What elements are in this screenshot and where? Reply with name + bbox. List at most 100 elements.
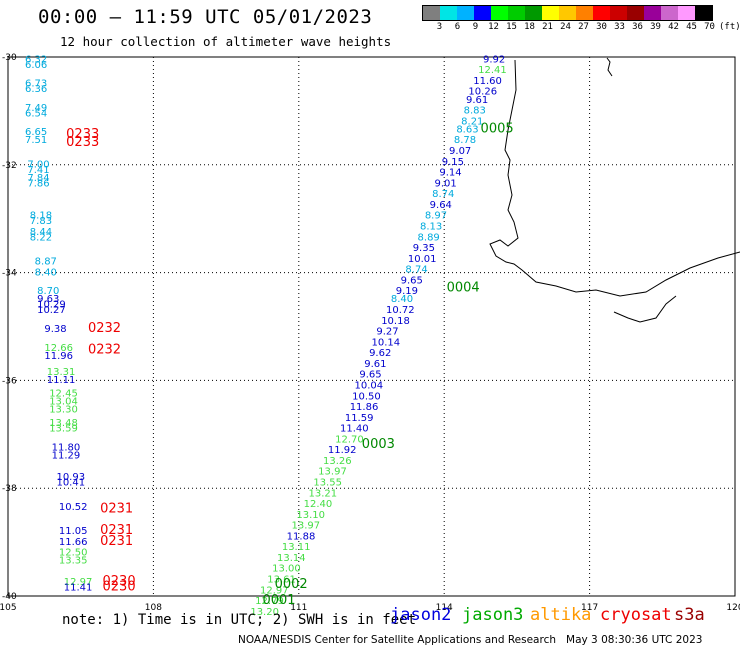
swh-observation-label: 10.27 bbox=[37, 305, 66, 316]
swh-observation-label: 13.30 bbox=[49, 405, 78, 416]
color-scale-label: (ft) bbox=[719, 22, 740, 32]
color-scale-label: 21 bbox=[542, 22, 553, 32]
color-scale-label: 9 bbox=[472, 22, 479, 32]
swh-observation-label: 10.26 bbox=[468, 87, 497, 98]
swh-observation-label: 10.52 bbox=[59, 502, 88, 513]
pass-time-label: 0233 bbox=[66, 127, 99, 142]
swh-observation-label: 13.04 bbox=[49, 397, 78, 408]
footer-credit: NOAA/NESDIS Center for Satellite Applica… bbox=[238, 634, 702, 646]
color-swatch bbox=[695, 6, 712, 20]
color-scale-labels: 3 6 9 12 15 18 21 24 27 30 33 36 39 42 45 70 (ft) bbox=[422, 22, 740, 36]
swh-observation-label: 6.73 bbox=[25, 79, 47, 90]
mission-jason3-label: jason3 bbox=[462, 605, 524, 625]
swh-observation-label: 10.50 bbox=[352, 391, 381, 402]
swh-observation-label: 10.41 bbox=[56, 478, 85, 489]
swh-observation-label: 9.07 bbox=[449, 146, 471, 157]
swh-observation-label: 6.36 bbox=[25, 84, 47, 95]
latitude-tick-label: -30 bbox=[2, 53, 17, 63]
color-scale-label: 12 bbox=[488, 22, 499, 32]
swh-observation-label: 7.00 bbox=[27, 159, 49, 170]
swh-observation-label: 13.11 bbox=[282, 542, 311, 553]
swh-observation-label: 13.26 bbox=[323, 456, 352, 467]
generation-timestamp: May 3 08:30:36 UTC 2023 bbox=[566, 634, 703, 646]
swh-observation-label: 12.45 bbox=[49, 389, 78, 400]
pass-time-label: 0231 bbox=[100, 534, 133, 549]
swh-observation-label: 9.61 bbox=[466, 95, 488, 106]
mission-jason2-label: jason2 bbox=[390, 605, 452, 625]
latitude-tick-label: -34 bbox=[2, 269, 17, 279]
longitude-tick-label: 117 bbox=[581, 603, 598, 613]
map-frame bbox=[7, 56, 736, 597]
swh-observation-label: 10.01 bbox=[408, 254, 437, 265]
swh-observation-label: 8.74 bbox=[405, 265, 427, 276]
map-axes: 105 108 111 114 117 120 -30 -32 -34 -36 -38 -40 bbox=[0, 53, 740, 613]
swh-observation-label: 11.66 bbox=[59, 537, 88, 548]
pass-time-label: 0003 bbox=[362, 437, 395, 452]
color-scale-label: 33 bbox=[614, 22, 625, 32]
coastline-inlet bbox=[606, 57, 613, 77]
mission-s3a-label: s3a bbox=[674, 605, 705, 625]
color-scale-bar bbox=[422, 5, 713, 21]
swh-observation-label: 8.21 bbox=[461, 116, 483, 127]
swh-observation-label: 13.48 bbox=[49, 418, 78, 429]
map-title: 00:00 – 11:59 UTC 05/01/2023 bbox=[38, 6, 373, 28]
swh-observation-label: 12.70 bbox=[335, 434, 364, 445]
swh-observation-label: 13.59 bbox=[49, 424, 78, 435]
swh-observation-label: 10.14 bbox=[372, 337, 401, 348]
swh-observation-label: 13.14 bbox=[277, 553, 306, 564]
map-grid bbox=[7, 56, 736, 597]
swh-observation-label: 10.72 bbox=[386, 305, 415, 316]
pass-time-label: 0002 bbox=[275, 577, 308, 592]
coastline-inlet-south bbox=[613, 295, 677, 323]
pass-time-label: 0004 bbox=[447, 280, 480, 295]
color-scale-label: 39 bbox=[650, 22, 661, 32]
latitude-tick-label: -36 bbox=[2, 376, 17, 386]
longitude-tick-label: 114 bbox=[436, 603, 453, 613]
swh-observation-label: 13.55 bbox=[313, 478, 342, 489]
swh-observation-label: 11.11 bbox=[47, 375, 76, 386]
pass-time-label: 0005 bbox=[481, 121, 514, 136]
footer-note: note: 1) Time is in UTC; 2) SWH is in fe… bbox=[62, 612, 417, 628]
swh-observation-label: 9.61 bbox=[364, 359, 386, 370]
credit-organization: NOAA/NESDIS Center for Satellite Applica… bbox=[238, 634, 556, 646]
swh-observation-label: 9.15 bbox=[442, 157, 464, 168]
swh-observation-label: 10.04 bbox=[355, 380, 384, 391]
longitude-tick-label: 111 bbox=[290, 603, 307, 613]
color-scale-label: 15 bbox=[506, 22, 517, 32]
swh-observation-label: 6.65 bbox=[25, 127, 47, 138]
swh-observation-label: 12.66 bbox=[44, 343, 73, 354]
swh-observation-label: 12.41 bbox=[478, 65, 507, 76]
swh-observation-label: 13.00 bbox=[272, 564, 301, 575]
color-swatch bbox=[678, 6, 695, 20]
swh-observation-label: 8.78 bbox=[454, 135, 476, 146]
color-scale-label: 24 bbox=[560, 22, 571, 32]
swh-observation-label: 9.01 bbox=[435, 178, 457, 189]
color-scale-label: 3 bbox=[436, 22, 443, 32]
swh-observation-label: 11.29 bbox=[52, 451, 81, 462]
swh-observation-label: 7.51 bbox=[25, 135, 47, 146]
color-scale-label: 27 bbox=[578, 22, 589, 32]
color-swatch bbox=[423, 6, 440, 20]
swh-observation-label: 12.97 bbox=[64, 577, 93, 588]
swh-observation-label: 7.41 bbox=[27, 165, 49, 176]
swh-observation-label: 6.06 bbox=[25, 60, 47, 71]
map-subtitle: 12 hour collection of altimeter wave hei… bbox=[60, 34, 392, 49]
swh-observation-label: 12.40 bbox=[304, 499, 333, 510]
pass-time-label: 0230 bbox=[103, 580, 136, 595]
color-swatch bbox=[559, 6, 576, 20]
swh-observation-label: 7.84 bbox=[27, 173, 49, 184]
color-scale-label: 6 bbox=[454, 22, 461, 32]
swh-observation-label: 9.64 bbox=[430, 200, 452, 211]
swh-observation-label: 9.65 bbox=[359, 370, 381, 381]
color-swatch bbox=[491, 6, 508, 20]
mission-altika-label: altika bbox=[530, 605, 592, 625]
swh-observation-label: 8.40 bbox=[35, 267, 57, 278]
swh-observation-label: 10.29 bbox=[37, 300, 66, 311]
swh-observation-label: 8.70 bbox=[37, 286, 59, 297]
swh-observation-label: 13.21 bbox=[308, 488, 337, 499]
color-swatch bbox=[644, 6, 661, 20]
color-swatch bbox=[576, 6, 593, 20]
latitude-tick-label: -38 bbox=[2, 484, 17, 494]
swh-observation-label: 9.62 bbox=[369, 348, 391, 359]
